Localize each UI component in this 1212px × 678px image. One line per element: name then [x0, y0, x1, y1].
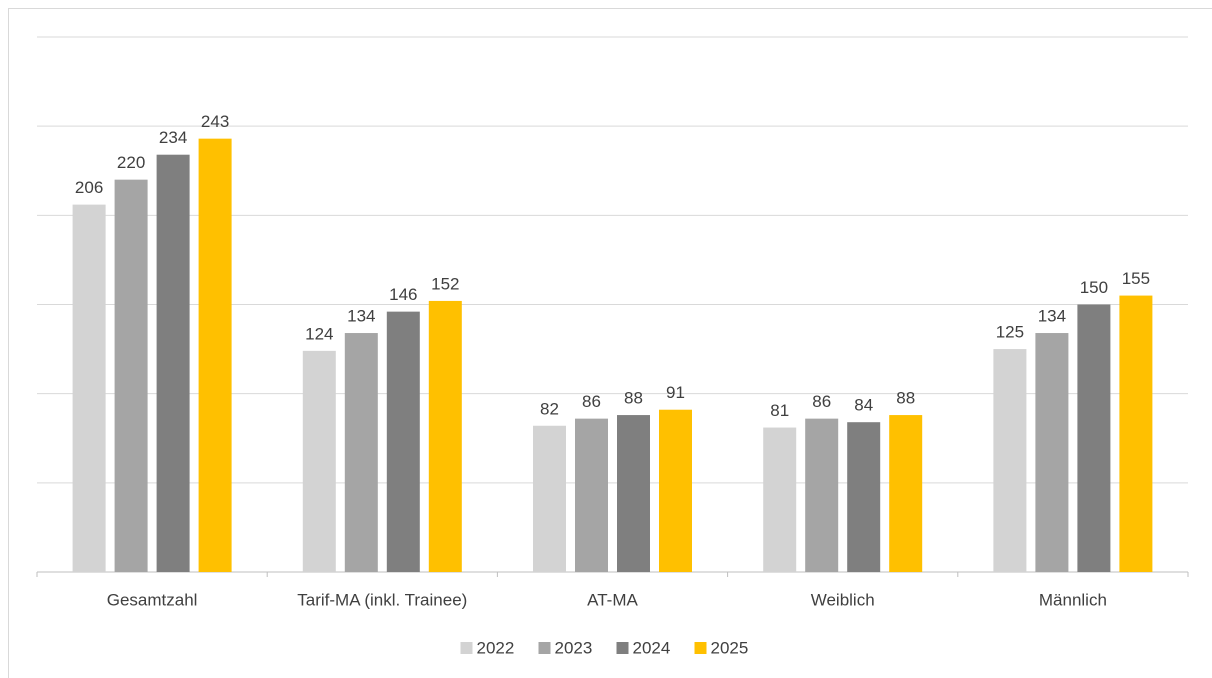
bar	[386, 311, 420, 572]
bar	[1035, 333, 1069, 572]
data-label: 88	[624, 389, 643, 408]
bar	[428, 300, 462, 572]
data-label: 81	[770, 401, 789, 420]
bar	[993, 349, 1027, 572]
legend-swatch	[460, 642, 473, 654]
x-tick-label: Gesamtzahl	[107, 590, 198, 609]
legend-label: 2025	[711, 638, 749, 657]
bar	[1119, 295, 1153, 572]
data-label: 82	[540, 399, 559, 418]
x-tick-label: Weiblich	[811, 590, 875, 609]
bar	[1077, 304, 1111, 572]
bar	[617, 415, 650, 572]
legend-swatch	[538, 642, 551, 654]
chart-frame	[8, 8, 1212, 678]
data-label: 234	[159, 128, 187, 147]
data-label: 86	[582, 392, 601, 411]
bar	[302, 350, 336, 572]
bar	[575, 418, 608, 572]
x-tick-label: Tarif-MA (inkl. Trainee)	[297, 590, 467, 609]
legend-label: 2024	[633, 638, 671, 657]
data-label: 134	[1038, 307, 1066, 326]
bar	[889, 415, 923, 572]
bar	[198, 138, 232, 572]
x-tick-label: AT-MA	[587, 590, 638, 609]
x-tick-label: Männlich	[1039, 590, 1107, 609]
data-label: 134	[347, 307, 375, 326]
data-label: 155	[1122, 269, 1150, 288]
bar	[805, 418, 839, 572]
data-label: 243	[201, 112, 229, 131]
legend-label: 2022	[477, 638, 515, 657]
data-label: 125	[996, 323, 1024, 342]
bar	[344, 333, 378, 572]
data-label: 220	[117, 153, 145, 172]
legend-label: 2023	[555, 638, 593, 657]
data-label: 86	[812, 392, 831, 411]
data-label: 150	[1080, 278, 1108, 297]
data-label: 88	[896, 389, 915, 408]
bar	[533, 425, 566, 572]
bar	[114, 179, 148, 572]
data-label: 84	[854, 396, 873, 415]
data-label: 91	[666, 383, 685, 402]
bar	[847, 422, 881, 572]
data-label: 146	[389, 285, 417, 304]
legend-swatch	[616, 642, 629, 654]
bar	[156, 154, 190, 572]
bar	[763, 427, 797, 572]
legend-swatch	[694, 642, 707, 654]
bar	[659, 409, 692, 572]
data-label: 206	[75, 178, 103, 197]
data-label: 152	[431, 274, 459, 293]
data-label: 124	[305, 324, 333, 343]
bar	[72, 204, 106, 572]
